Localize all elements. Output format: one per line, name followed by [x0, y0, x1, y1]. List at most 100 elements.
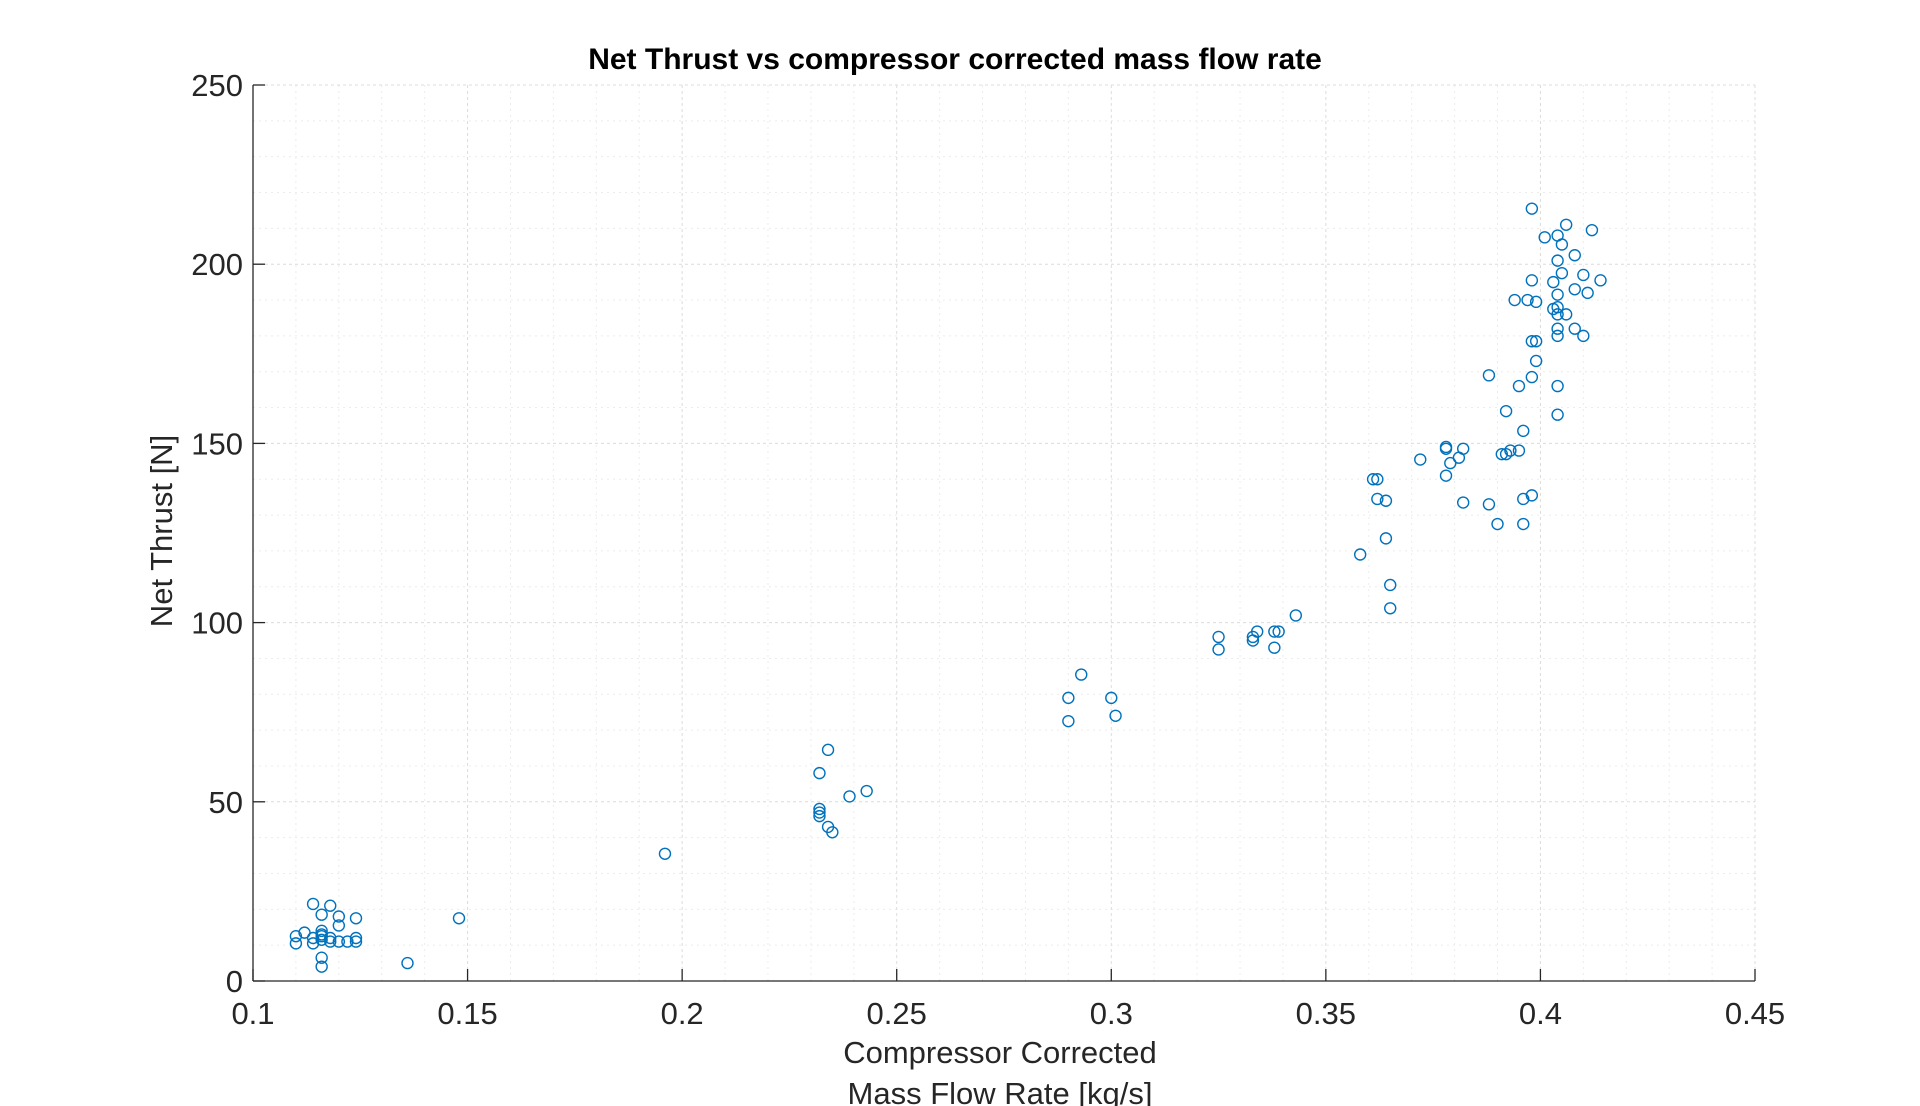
data-point — [1371, 473, 1384, 486]
data-point — [1525, 274, 1539, 287]
data-point — [1525, 335, 1539, 348]
data-point — [1512, 379, 1526, 393]
x-axis-label-line-1: Compressor Corrected — [843, 1035, 1157, 1070]
data-point — [1414, 453, 1427, 466]
data-point — [1529, 335, 1543, 348]
data-point — [1212, 643, 1225, 656]
data-point — [1384, 578, 1397, 592]
data-point — [1456, 442, 1470, 455]
x-tick-label: 0.15 — [437, 996, 497, 1031]
data-point — [1551, 308, 1564, 321]
data-point — [1529, 295, 1543, 309]
data-point — [1491, 517, 1504, 531]
data-point — [1366, 473, 1380, 486]
data-point — [1577, 268, 1590, 282]
chart-title: Net Thrust vs compressor corrected mass … — [588, 43, 1322, 76]
data-point — [306, 931, 320, 945]
data-point — [315, 908, 328, 921]
data-point — [658, 847, 672, 860]
data-point — [1551, 329, 1564, 343]
data-point — [332, 910, 346, 923]
x-tick-label: 0.45 — [1725, 996, 1785, 1031]
y-tick-label: 100 — [191, 606, 243, 641]
data-point — [1384, 602, 1397, 615]
axes — [252, 84, 1756, 982]
data-point — [349, 935, 363, 948]
data-point — [1555, 238, 1569, 251]
data-point — [315, 924, 328, 938]
data-point — [1525, 489, 1539, 502]
data-point — [1353, 548, 1367, 561]
data-point — [1272, 625, 1285, 638]
data-point — [1551, 254, 1564, 267]
data-point — [1585, 223, 1599, 237]
data-point — [1559, 308, 1573, 321]
data-point — [306, 937, 320, 950]
data-point — [349, 931, 363, 945]
data-point — [1495, 447, 1509, 461]
data-point — [1439, 469, 1453, 482]
data-point — [1062, 714, 1075, 728]
data-point — [1499, 404, 1513, 418]
data-point — [1289, 609, 1303, 622]
data-point — [1371, 492, 1384, 506]
y-tick-label: 200 — [191, 247, 243, 282]
data-point — [1482, 498, 1496, 511]
data-point — [1212, 630, 1225, 644]
data-point — [1105, 691, 1118, 705]
x-tick-label: 0.2 — [661, 996, 704, 1031]
data-point — [1551, 408, 1564, 421]
grid — [252, 84, 1756, 982]
y-tick-label: 150 — [191, 426, 243, 461]
data-point — [324, 935, 337, 948]
y-axis-label: Net Thrust [N] — [144, 435, 179, 627]
data-point — [813, 802, 826, 816]
data-point — [813, 766, 826, 780]
data-point — [332, 935, 346, 948]
data-point — [1551, 301, 1564, 314]
data-point — [1559, 218, 1573, 231]
data-point — [1538, 231, 1551, 244]
data-point — [1577, 329, 1590, 343]
data-point — [1517, 517, 1530, 531]
data-point — [1517, 492, 1530, 506]
x-tick-labels: 0.1 0.15 0.2 0.25 0.3 0.35 0.4 0.45 — [231, 996, 1785, 1031]
data-point — [1482, 369, 1496, 382]
data-point — [1547, 275, 1560, 289]
data-point — [1525, 370, 1539, 384]
data-point — [315, 960, 328, 973]
data-point — [1512, 444, 1526, 457]
data-point — [289, 937, 303, 950]
y-tick-label: 50 — [209, 785, 243, 820]
y-tick-label: 0 — [226, 964, 243, 999]
data-point — [1268, 625, 1281, 638]
data-point — [1551, 322, 1564, 335]
data-point — [1568, 283, 1581, 296]
data-point — [324, 931, 337, 945]
data-point — [1109, 709, 1122, 722]
data-point — [1499, 447, 1513, 461]
data-point — [1379, 494, 1393, 507]
x-tick-label: 0.25 — [867, 996, 927, 1031]
data-point — [1521, 293, 1534, 307]
data-point — [315, 951, 328, 964]
data-point — [1439, 442, 1453, 455]
plot-background — [253, 85, 1755, 981]
data-point — [332, 919, 346, 932]
data-point — [1555, 266, 1569, 280]
data-point — [1268, 641, 1281, 654]
data-point — [1504, 444, 1517, 457]
x-tick-label: 0.1 — [231, 996, 274, 1031]
y-tick-label: 250 — [191, 68, 243, 103]
data-point — [1517, 424, 1530, 438]
data-point — [1075, 668, 1088, 681]
data-points — [289, 202, 1607, 973]
data-point — [401, 956, 414, 970]
x-tick-label: 0.3 — [1090, 996, 1133, 1031]
data-point — [1250, 625, 1264, 638]
data-point — [324, 899, 337, 912]
data-point — [1529, 354, 1543, 368]
data-point — [341, 935, 354, 948]
data-point — [1568, 322, 1581, 335]
